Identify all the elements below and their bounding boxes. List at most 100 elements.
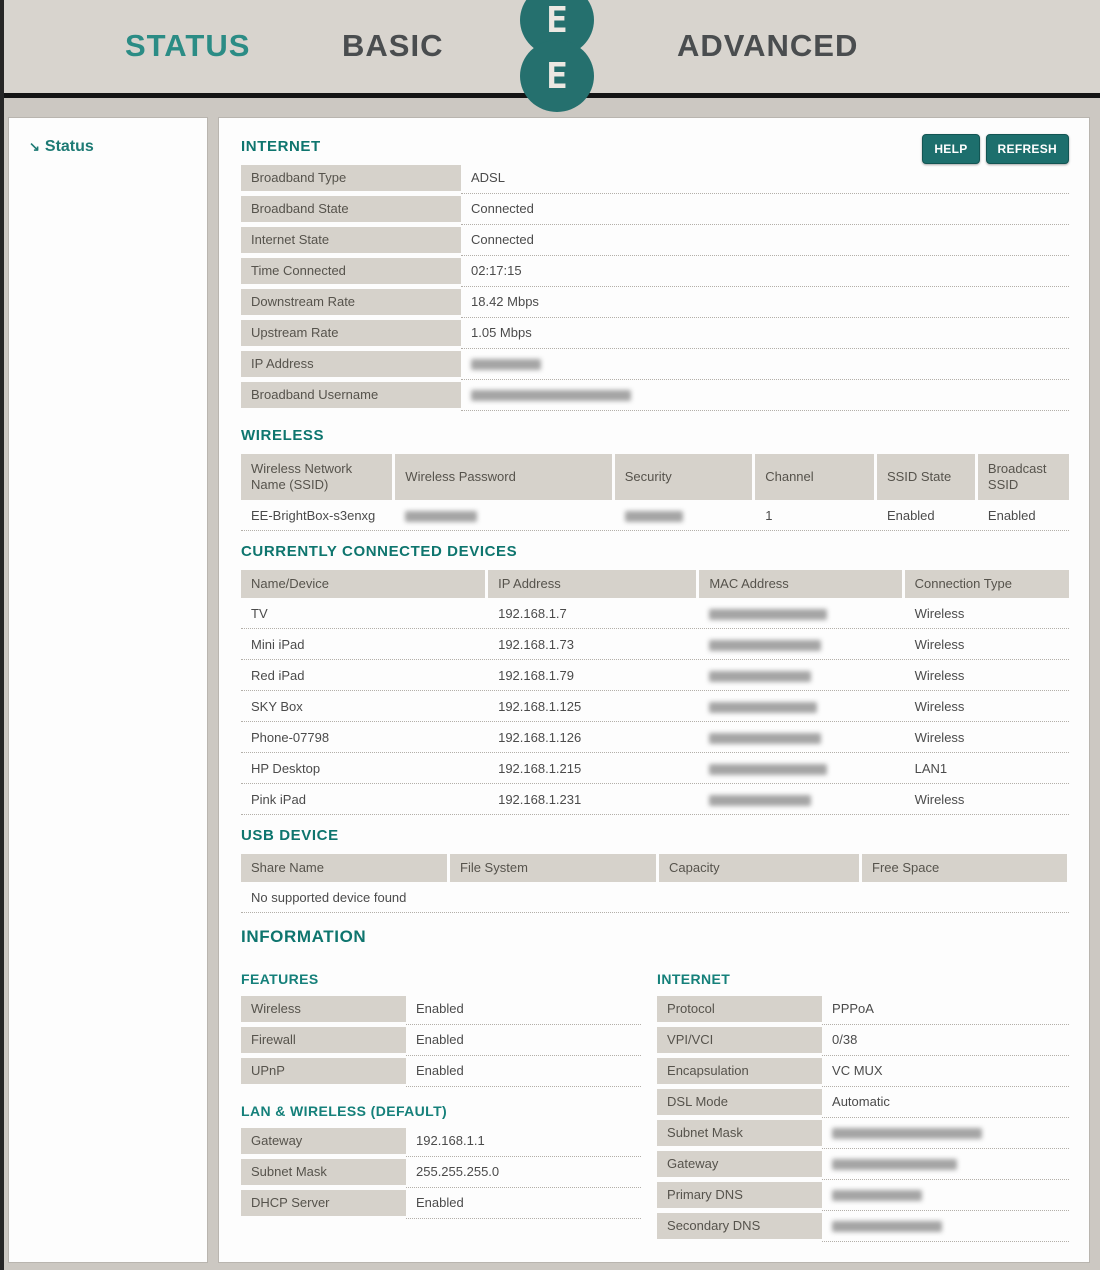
nav-tab-status[interactable]: STATUS [125,28,251,63]
column-header: Capacity [659,854,859,882]
ee-logo: E E [520,0,594,112]
wireless-table-header: Wireless Network Name (SSID) Wireless Pa… [241,454,1069,500]
device-ip-cell: 192.168.1.125 [498,698,582,714]
redacted-value [709,608,828,620]
table-row: Protocol PPPoA [657,996,1069,1027]
ssid-cell: EE-BrightBox-s3enxg [251,507,376,523]
help-button[interactable]: HELP [922,134,980,164]
row-label: Upstream Rate [241,320,461,346]
row-label: VPI/VCI [657,1027,823,1053]
redacted-value [709,794,812,806]
ee-logo-letter-top: E [546,0,568,41]
row-label: Gateway [657,1151,823,1177]
refresh-button[interactable]: REFRESH [985,134,1069,164]
device-mac-cell-redacted [699,637,901,652]
password-cell-redacted [395,508,611,523]
redacted-value [471,359,541,371]
main-panel: INTERNET HELP REFRESH Broadband Type ADS… [218,117,1090,1263]
broadcast-ssid-cell: Enabled [987,507,1036,523]
device-ip-cell: 192.168.1.231 [498,791,582,807]
device-row: Phone-07798 192.168.1.126 Wireless [241,722,1069,753]
redacted-value [709,639,822,651]
row-label: Internet State [241,227,461,253]
nav-tab-advanced[interactable]: ADVANCED [677,28,859,63]
device-row: Pink iPad 192.168.1.231 Wireless [241,784,1069,815]
redacted-value [832,1128,983,1140]
row-label: Protocol [657,996,823,1022]
row-value: Enabled [406,996,642,1025]
sidebar-item-status[interactable]: ↘ Status [29,138,207,156]
column-header: Share Name [241,854,447,882]
nav-tab-basic[interactable]: BASIC [342,28,444,63]
row-label: Subnet Mask [241,1159,406,1185]
row-label: UPnP [241,1058,406,1084]
row-label: Downstream Rate [241,289,461,315]
row-value-redacted [822,1151,1069,1180]
device-mac-cell-redacted [699,668,901,683]
redacted-value [624,510,683,522]
row-label: Encapsulation [657,1058,823,1084]
device-name-cell: Red iPad [251,667,305,683]
row-label: Gateway [241,1128,406,1154]
internet-status-table: Broadband Type ADSL Broadband State Conn… [241,165,1069,413]
row-value: ADSL [461,165,1069,194]
column-header: Name/Device [241,570,486,598]
row-label: Broadband Username [241,382,461,408]
device-row: HP Desktop 192.168.1.215 LAN1 [241,753,1069,784]
internet-section-title: INTERNET [241,138,321,155]
row-value: 192.168.1.1 [406,1128,642,1157]
table-row: IP Address [241,351,1069,382]
usb-empty-message: No supported device found [251,889,407,905]
row-label: Wireless [241,996,406,1022]
usb-table-header: Share Name File System Capacity Free Spa… [241,854,1069,882]
row-value-redacted [461,382,1069,411]
device-connection-cell: Wireless [914,605,965,621]
lan-wireless-subtitle: LAN & WIRELESS (DEFAULT) [241,1103,448,1119]
table-row: DSL Mode Automatic [657,1089,1069,1120]
row-value-redacted [822,1120,1069,1149]
security-cell-redacted [615,508,752,523]
table-row: Encapsulation VC MUX [657,1058,1069,1089]
device-ip-cell: 192.168.1.7 [498,605,567,621]
row-label: Broadband State [241,196,461,222]
device-name-cell: TV [251,605,268,621]
information-section-title: INFORMATION [241,927,367,946]
table-row: Upstream Rate 1.05 Mbps [241,320,1069,351]
row-value-redacted [822,1182,1069,1211]
information-left-column: FEATURES Wireless Enabled Firewall Enabl… [241,957,642,1244]
row-label: DSL Mode [657,1089,823,1115]
redacted-value [832,1159,958,1171]
row-value-redacted [822,1213,1069,1242]
table-row: UPnP Enabled [241,1058,642,1089]
column-header: Wireless Password [395,454,612,500]
device-ip-cell: 192.168.1.126 [498,729,582,745]
column-header: Connection Type [904,570,1069,598]
row-label: DHCP Server [241,1190,406,1216]
device-connection-cell: Wireless [914,791,965,807]
row-label: Secondary DNS [657,1213,823,1239]
device-mac-cell-redacted [699,699,901,714]
row-value-redacted [461,351,1069,380]
ee-logo-letter-bottom: E [546,55,568,97]
column-header: Security [614,454,753,500]
column-header: Free Space [862,854,1067,882]
row-value: PPPoA [822,996,1069,1025]
table-row: Subnet Mask [657,1120,1069,1151]
table-row: Broadband Type ADSL [241,165,1069,196]
device-connection-cell: LAN1 [914,760,948,776]
row-value: 255.255.255.0 [406,1159,642,1188]
action-buttons: HELP REFRESH [922,134,1069,164]
redacted-value [709,670,812,682]
table-row: Time Connected 02:17:15 [241,258,1069,289]
device-connection-cell: Wireless [914,667,965,683]
page-left-edge [0,0,4,1270]
device-name-cell: Pink iPad [251,791,306,807]
device-mac-cell-redacted [699,606,901,621]
row-value: 18.42 Mbps [461,289,1069,318]
table-row: Wireless Enabled [241,996,642,1027]
devices-table-body: TV 192.168.1.7 Wireless Mini iPad 192.168.1.… [241,598,1069,815]
row-label: Time Connected [241,258,461,284]
devices-table-header: Name/Device IP Address MAC Address Conne… [241,570,1069,598]
usb-empty-row: No supported device found [241,882,1069,913]
row-value: Connected [461,227,1069,256]
